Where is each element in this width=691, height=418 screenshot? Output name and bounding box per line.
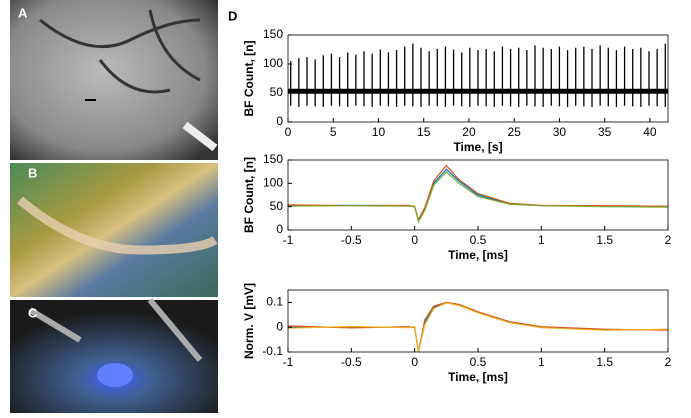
y-tick-label: 100 [263, 176, 283, 190]
x-tick-label: -0.5 [341, 233, 362, 247]
y-tick-label: 50 [270, 85, 284, 99]
plot-area [288, 43, 668, 107]
y-tick-label: 50 [270, 199, 284, 213]
trace [288, 164, 668, 222]
image-label: A [18, 5, 28, 20]
image-a: A [10, 0, 218, 160]
y-tick-label: 0.1 [266, 295, 283, 309]
y-tick-label: 0 [276, 114, 283, 128]
image-label: B [28, 165, 37, 180]
y-tick-label: 0 [276, 222, 283, 236]
x-axis-label: Time, [ms] [448, 370, 508, 384]
x-axis-label: Time, [s] [453, 140, 502, 154]
x-tick-label: 2 [665, 233, 672, 247]
x-tick-label: 15 [417, 125, 431, 139]
x-tick-label: 30 [553, 125, 567, 139]
x-tick-label: 0.5 [470, 355, 487, 369]
x-tick-label: -1 [283, 233, 294, 247]
y-axis-label: Norm. V [mV] [242, 283, 256, 359]
axes-box [287, 34, 669, 123]
y-axis-label: BF Count, [n] [242, 41, 256, 117]
image-c: C [10, 298, 218, 413]
y-tick-label: 150 [263, 27, 283, 41]
trace [288, 168, 668, 223]
x-tick-label: -1 [283, 355, 294, 369]
x-tick-label: 35 [598, 125, 612, 139]
x-tick-label: 10 [372, 125, 386, 139]
x-tick-label: -0.5 [341, 355, 362, 369]
plot-area [288, 301, 668, 352]
x-tick-label: 0 [411, 355, 418, 369]
x-tick-label: 20 [462, 125, 476, 139]
y-tick-label: 0 [276, 319, 283, 333]
x-axis-label: Time, [ms] [448, 248, 508, 262]
x-tick-label: 0.5 [470, 233, 487, 247]
y-tick-label: 150 [263, 152, 283, 166]
x-tick-label: 0 [411, 233, 418, 247]
image-b: B [10, 163, 218, 297]
x-tick-label: 1 [538, 355, 545, 369]
plot-area [288, 164, 668, 224]
trace [288, 301, 668, 352]
image-label: C [28, 305, 38, 320]
trace [288, 302, 668, 352]
trace [288, 171, 668, 224]
x-tick-label: 0 [285, 125, 292, 139]
y-axis-label: BF Count, [n] [242, 157, 256, 233]
x-tick-label: 1.5 [596, 233, 613, 247]
x-tick-label: 25 [508, 125, 522, 139]
axes-box [287, 289, 669, 353]
x-tick-label: 5 [330, 125, 337, 139]
panel-label: D [228, 8, 237, 23]
x-tick-label: 40 [643, 125, 657, 139]
x-tick-label: 1 [538, 233, 545, 247]
y-tick-label: -0.1 [262, 344, 283, 358]
x-tick-label: 2 [665, 355, 672, 369]
x-tick-label: 1.5 [596, 355, 613, 369]
y-tick-label: 100 [263, 56, 283, 70]
